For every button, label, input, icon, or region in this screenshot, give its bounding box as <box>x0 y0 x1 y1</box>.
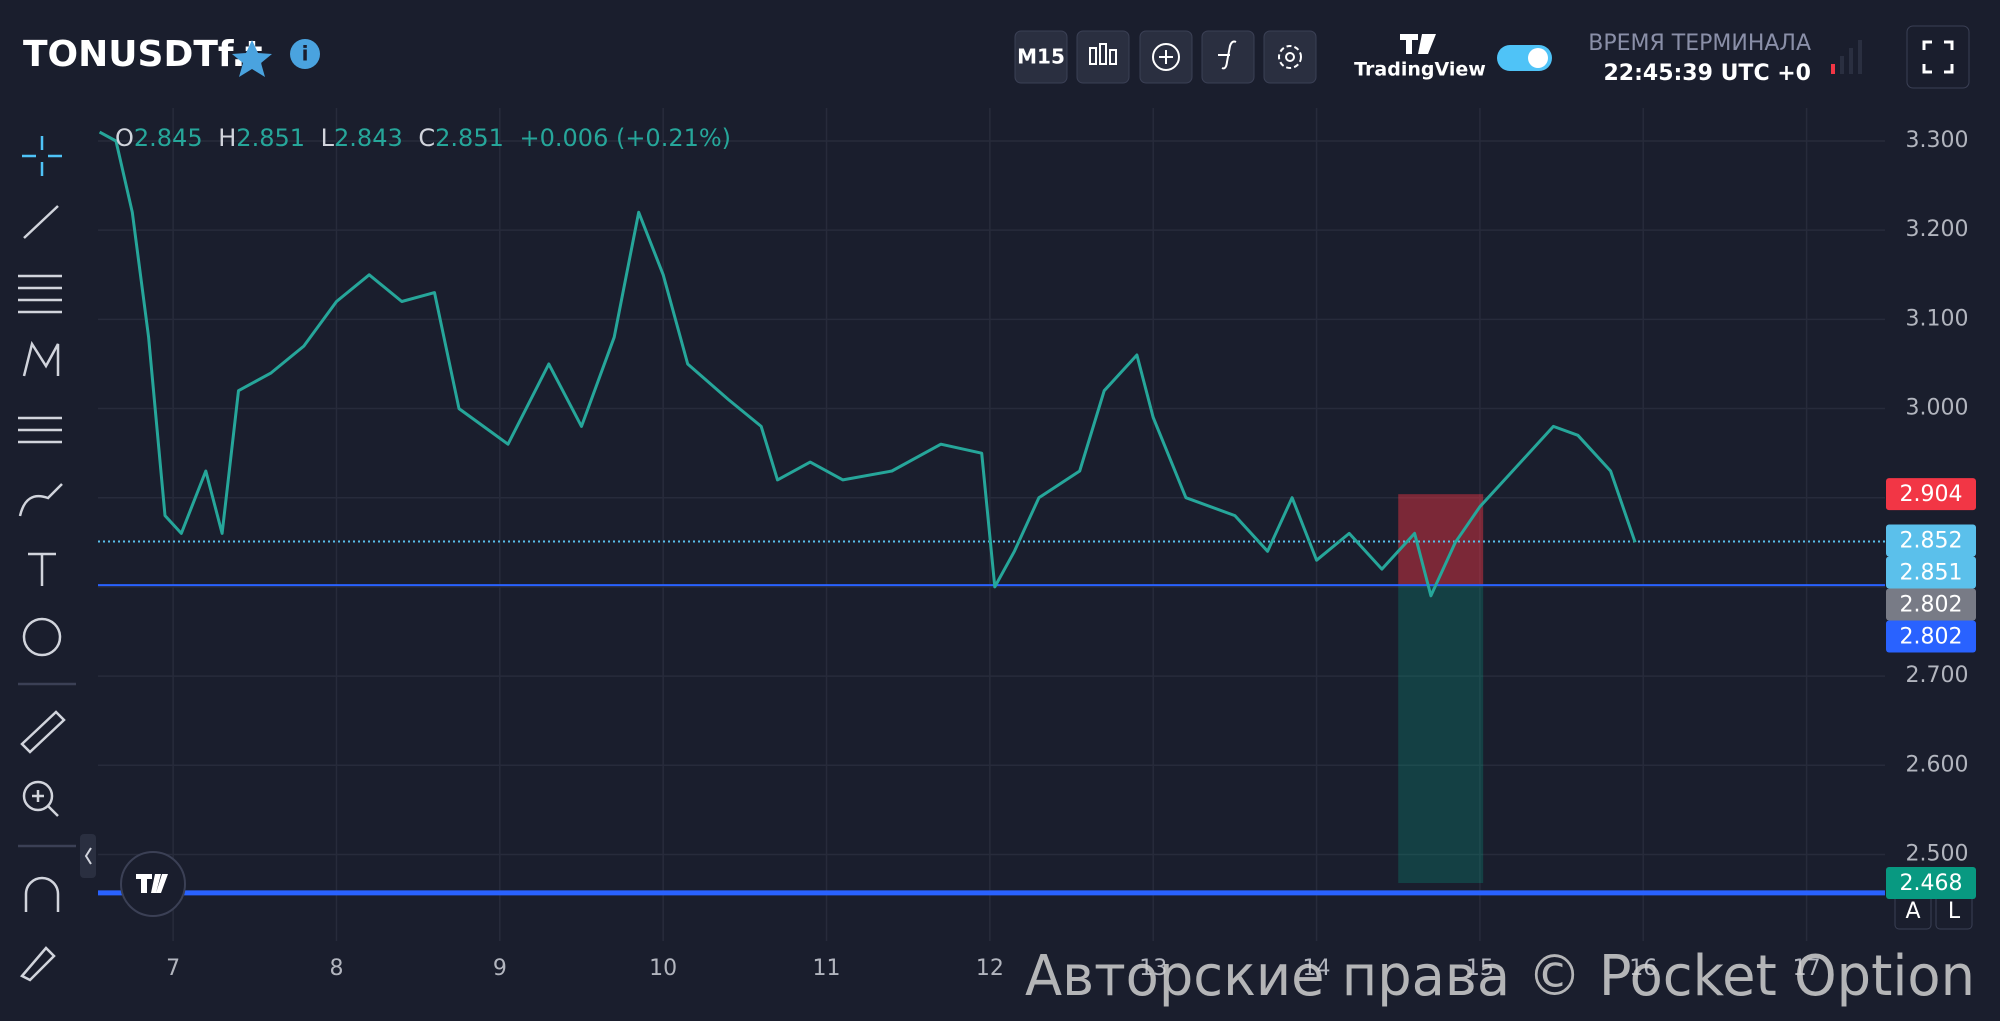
tv-logo <box>1400 34 1436 54</box>
ohlc: O2.845 H2.851 L2.843 C2.851 +0.006 (+0.2… <box>115 124 731 152</box>
indicators-icon <box>1218 40 1237 70</box>
toggle-knob <box>1528 48 1548 68</box>
y-tick-label: 3.300 <box>1906 128 1969 153</box>
lock-drawing-tool[interactable] <box>20 946 56 982</box>
tv-badge-logo <box>136 874 168 893</box>
x-tick-label: 13 <box>1139 956 1167 981</box>
x-tick-label: 7 <box>166 956 180 981</box>
terminal-label: ВРЕМЯ ТЕРМИНАЛА <box>1588 31 1811 56</box>
settings-icon <box>1278 45 1302 69</box>
settings-hub <box>1285 52 1295 62</box>
collapse-arrow <box>84 847 92 865</box>
log-scale: L <box>1948 899 1961 924</box>
y-tick-label: 3.100 <box>1906 306 1969 331</box>
price-tag <box>1886 524 1976 557</box>
brand: TradingView <box>1354 59 1486 81</box>
text-tool[interactable] <box>28 552 56 586</box>
price-tag-label: 2.802 <box>1900 625 1963 650</box>
add-plus <box>1159 50 1173 64</box>
price-tag <box>1886 478 1976 511</box>
x-tick-label: 16 <box>1629 956 1657 981</box>
add-icon <box>1152 43 1180 71</box>
fullscreen-button[interactable] <box>1906 25 1970 89</box>
collapse-toolbar[interactable] <box>80 834 96 878</box>
l-label: L <box>321 124 335 152</box>
x-tick-label: 12 <box>976 956 1004 981</box>
x-tick-label: 8 <box>329 956 343 981</box>
x-tick-label: 15 <box>1466 956 1494 981</box>
toolbar <box>18 136 76 982</box>
target-zone <box>1398 585 1484 884</box>
x-tick-label: 10 <box>649 956 677 981</box>
candles-icon <box>1089 43 1117 65</box>
timeframe-button[interactable] <box>1014 30 1068 84</box>
symbol[interactable]: TONUSDTf.t <box>23 34 262 75</box>
price-tag-label: 2.852 <box>1900 529 1963 554</box>
price-tag-label: 2.851 <box>1900 561 1963 586</box>
x-tick-label: 9 <box>493 956 507 981</box>
pattern-tool[interactable] <box>22 340 60 377</box>
zoom-tool[interactable] <box>22 780 54 812</box>
y-tick-label: 3.200 <box>1906 217 1969 242</box>
price-tag-label: 2.802 <box>1900 593 1963 618</box>
y-tick-label: 3.000 <box>1906 396 1969 421</box>
c-label: C <box>418 124 435 152</box>
magnet-tool[interactable] <box>24 876 60 912</box>
settings-button[interactable] <box>1263 30 1317 84</box>
brush-tool[interactable] <box>18 483 63 517</box>
watermark: Авторские права © Pocket Option <box>1025 944 1975 1009</box>
h-label: H <box>218 124 236 152</box>
h-value: 2.851 <box>236 124 305 152</box>
timeframe: M15 <box>1017 45 1065 69</box>
terminal-time: 22:45:39 UTC +0 <box>1603 61 1811 86</box>
plot <box>98 108 1885 941</box>
y-tick-label: 2.600 <box>1906 752 1969 777</box>
o-label: O <box>115 124 134 152</box>
price-tag <box>1886 556 1976 589</box>
y-tick-label: 2.700 <box>1906 663 1969 688</box>
l-value: 2.843 <box>334 124 403 152</box>
c-value: 2.851 <box>435 124 504 152</box>
auto-scale: A <box>1905 899 1920 924</box>
zoom-glyph <box>32 790 59 817</box>
price-tag-label: 2.468 <box>1900 871 1963 896</box>
price-tag <box>1886 620 1976 653</box>
fib-tool[interactable] <box>18 274 62 314</box>
price-tag-label: 2.904 <box>1900 482 1963 507</box>
projection-tool[interactable] <box>18 416 62 444</box>
signal-bars <box>1831 40 1862 74</box>
info-icon[interactable] <box>290 39 320 69</box>
change: +0.006 (+0.21%) <box>520 124 732 152</box>
x-tick-label: 11 <box>813 956 841 981</box>
o-value: 2.845 <box>134 124 203 152</box>
fullscreen-icon <box>1922 40 1954 74</box>
emoji-tool[interactable] <box>22 617 62 657</box>
favorite-star[interactable] <box>232 40 272 77</box>
price-line <box>98 130 1637 598</box>
ruler-tool[interactable] <box>20 710 66 754</box>
price-tag <box>1886 867 1976 900</box>
x-tick-label: 14 <box>1303 956 1331 981</box>
x-tick-label: 17 <box>1793 956 1821 981</box>
info-glyph: i <box>302 42 309 66</box>
crosshair-tool[interactable] <box>22 136 62 176</box>
y-tick-label: 2.500 <box>1906 841 1969 866</box>
price-tag <box>1886 588 1976 621</box>
line-tool[interactable] <box>23 205 59 239</box>
chart-type-button[interactable] <box>1076 30 1130 84</box>
stop-zone <box>1398 494 1484 586</box>
